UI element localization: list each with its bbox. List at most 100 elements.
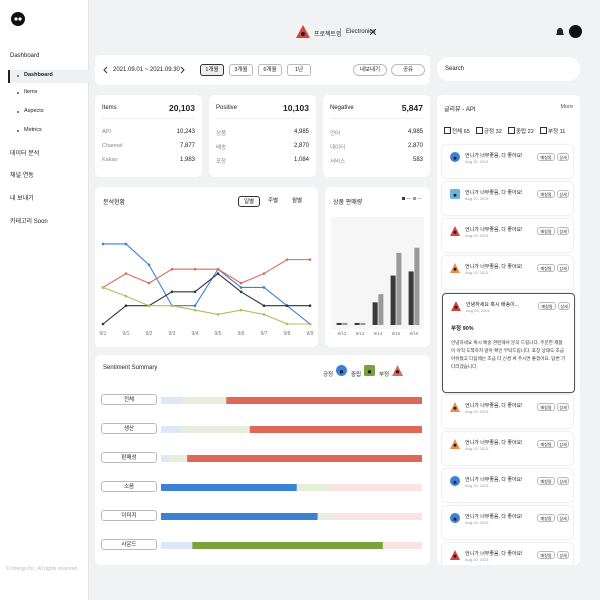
- review-text: 언니가 너무좋음, 다 좋아요!: [465, 403, 523, 409]
- date-arrow[interactable]: [180, 66, 185, 74]
- series-line: [102, 272, 310, 325]
- point: [262, 304, 266, 308]
- x-tick-label: 9/15: [392, 331, 401, 336]
- review-item[interactable]: 언니가 너무좋음, 다 좋아요! Aug 20, 2021 매칭됨 상세: [442, 395, 573, 428]
- sentiment-icon: [450, 152, 460, 162]
- review-action[interactable]: 매칭됨: [538, 302, 556, 310]
- x-tick-label: 9/3: [169, 331, 176, 337]
- period-button[interactable]: 6개월: [258, 64, 282, 76]
- sidebar: Dashboard Dashboard Items Aspects Metrics 데이터…: [0, 0, 90, 600]
- review-expanded[interactable]: 안녕하세요 혹시 배송이... Aug 20, 2021 매칭됨 상세 부정 90% 안녕…: [442, 293, 575, 393]
- x-tick-label: 9/12: [338, 331, 347, 336]
- footer: © Intergo Inc. All rights reserved.: [6, 566, 79, 572]
- review-action[interactable]: 상세: [557, 403, 569, 411]
- active-item-bg: [8, 70, 90, 83]
- menu-item[interactable]: 데이터 분석: [10, 151, 40, 157]
- review-action[interactable]: 상세: [557, 264, 569, 272]
- x-tick-label: 9/16: [410, 331, 419, 336]
- review-action[interactable]: 상세: [557, 190, 569, 198]
- menu-item[interactable]: 카테고리 Soon: [10, 219, 48, 225]
- date-arrow[interactable]: [103, 66, 108, 74]
- review-action[interactable]: 매칭됨: [537, 514, 555, 522]
- review-action[interactable]: 매칭됨: [537, 153, 555, 161]
- bar-segment: [161, 455, 169, 462]
- bar: [372, 302, 378, 325]
- review-action[interactable]: 매칭됨: [537, 440, 555, 448]
- period-button[interactable]: 1개월: [200, 64, 224, 76]
- period-button[interactable]: 1년: [287, 64, 311, 76]
- review-item[interactable]: 언니가 너무좋음, 다 좋아요! Aug 20, 2021 매칭됨 상세: [442, 219, 573, 252]
- action-button[interactable]: 내보내기: [353, 64, 387, 76]
- point: [170, 290, 174, 294]
- toggle-button[interactable]: 주별: [262, 196, 284, 207]
- search-box[interactable]: Search: [437, 57, 580, 81]
- stat-divider: [216, 118, 309, 119]
- review-action[interactable]: 매칭됨: [537, 403, 555, 411]
- stat-title: Positive: [216, 105, 238, 111]
- menu-item[interactable]: Dashboard: [10, 53, 40, 59]
- review-item[interactable]: 언니가 너무좋음, 다 좋아요! Aug 20, 2021 매칭됨 상세: [442, 432, 573, 465]
- avatar[interactable]: [569, 25, 582, 38]
- point: [193, 308, 197, 312]
- filter-checkbox[interactable]: [508, 127, 515, 134]
- icon-face: [453, 267, 457, 271]
- review-action[interactable]: 상세: [557, 514, 569, 522]
- toggle-button[interactable]: 월별: [286, 196, 308, 207]
- action-button[interactable]: 공유: [391, 64, 425, 76]
- point: [147, 304, 151, 308]
- point: [147, 281, 151, 285]
- review-item[interactable]: 언니가 너무좋음, 다 좋아요! Aug 20, 2021 매칭됨 상세: [442, 469, 573, 502]
- menu-item[interactable]: 내 보내기: [10, 196, 34, 202]
- bell-icon[interactable]: [555, 27, 565, 37]
- stat-label: 서비스: [330, 159, 346, 165]
- menu-item[interactable]: 채널 연동: [10, 173, 34, 179]
- review-action[interactable]: 상세: [557, 551, 569, 559]
- x-tick-label: 9/8: [284, 331, 291, 337]
- review-action[interactable]: 상세: [557, 477, 569, 485]
- review-action[interactable]: 매칭됨: [537, 227, 555, 235]
- point: [193, 290, 197, 294]
- more-link[interactable]: More: [560, 104, 573, 110]
- review-action[interactable]: 상세: [557, 227, 569, 235]
- review-action[interactable]: 매칭됨: [537, 551, 555, 559]
- bar-segment: [296, 484, 331, 491]
- review-text: 언니가 너무좋음, 다 좋아요!: [465, 227, 523, 233]
- chevron: [103, 66, 108, 74]
- bar: [378, 294, 384, 325]
- filter-checkbox[interactable]: [476, 127, 483, 134]
- bar-segment: [192, 542, 383, 549]
- bar-segment: [249, 426, 422, 433]
- submenu-item[interactable]: Metrics: [24, 127, 42, 133]
- sentiment-icon: [336, 365, 347, 376]
- sentiment-icon: [450, 476, 460, 486]
- review-action[interactable]: 매칭됨: [537, 264, 555, 272]
- review-item[interactable]: 언니가 너무좋음, 다 좋아요! Aug 20, 2021 매칭됨 상세: [442, 182, 573, 215]
- period-button[interactable]: 3개월: [229, 64, 253, 76]
- icon-face: [453, 554, 457, 558]
- toggle-button[interactable]: 일별: [238, 196, 260, 207]
- submenu-item[interactable]: Items: [24, 89, 38, 95]
- bar-segment: [187, 455, 422, 462]
- review-item[interactable]: 언니가 너무좋음, 다 좋아요! Aug 20, 2021 매칭됨 상세: [442, 256, 573, 289]
- review-item[interactable]: 언니가 너무좋음, 다 좋아요! Aug 20, 2021 매칭됨 상세: [442, 145, 573, 178]
- x-tick-label: 9/2: [146, 331, 153, 337]
- bar: [396, 252, 402, 325]
- review-action[interactable]: 매칭됨: [537, 190, 555, 198]
- row-label: 전체: [101, 394, 157, 405]
- review-action[interactable]: 상세: [557, 440, 569, 448]
- submenu-item[interactable]: Aspects: [24, 108, 44, 114]
- point: [239, 281, 243, 285]
- review-action[interactable]: 상세: [557, 153, 569, 161]
- filter-checkbox[interactable]: [444, 127, 451, 134]
- filter-checkbox[interactable]: [540, 127, 547, 134]
- review-item[interactable]: 언니가 너무좋음, 다 좋아요! Aug 20, 2021 매칭됨 상세: [442, 543, 573, 565]
- stat-total: 10,103: [283, 103, 309, 113]
- close-icon[interactable]: [370, 29, 376, 35]
- review-item[interactable]: 언니가 너무좋음, 다 좋아요! Aug 20, 2021 매칭됨 상세: [442, 506, 573, 539]
- point: [239, 286, 243, 289]
- submenu-item[interactable]: Dashboard: [24, 72, 53, 78]
- review-action[interactable]: 상세: [558, 302, 570, 310]
- icon-face: [453, 406, 457, 410]
- review-text: 언니가 너무좋음, 다 좋아요!: [465, 514, 523, 520]
- review-action[interactable]: 매칭됨: [537, 477, 555, 485]
